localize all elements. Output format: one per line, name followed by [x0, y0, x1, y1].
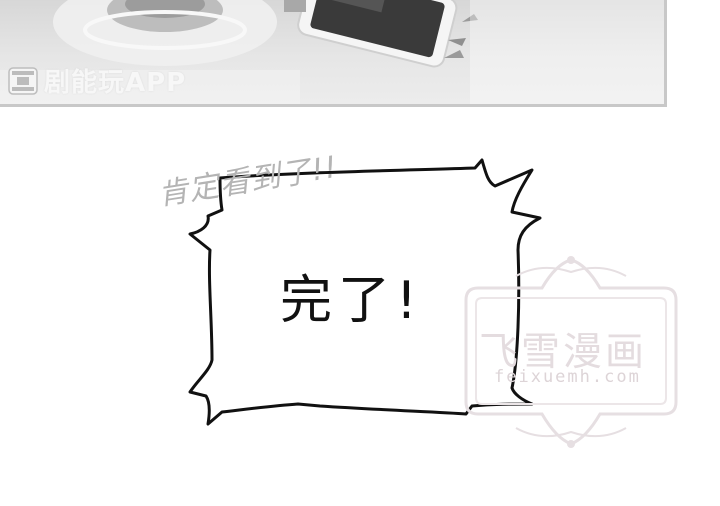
- film-strip-icon: [8, 66, 38, 95]
- speech-bubble-text: 完了!: [280, 271, 423, 331]
- top-photo-panel: 剧能玩APP: [0, 0, 667, 107]
- blurred-scene-illustration: [0, 0, 664, 104]
- watermark-title: 飞雪漫画: [479, 330, 648, 375]
- app-label: 剧能玩APP: [44, 68, 187, 98]
- watermark-url: feixuemh.com: [494, 367, 641, 387]
- app-logo: 剧能玩APP: [8, 62, 186, 99]
- watermark-frame: [464, 256, 678, 448]
